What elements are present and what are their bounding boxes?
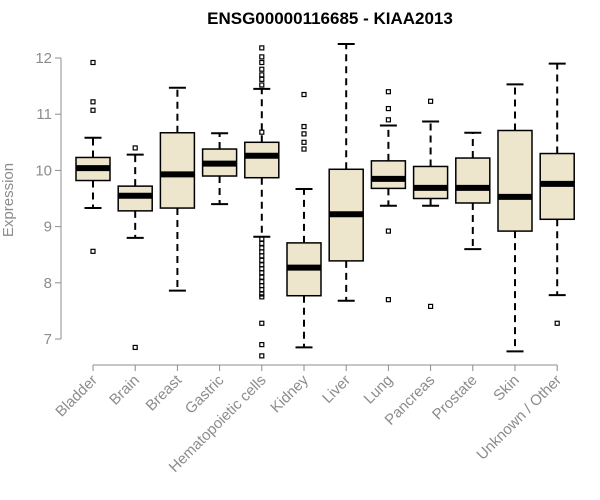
x-tick-label: Lung	[361, 372, 397, 408]
chart-title: ENSG00000116685 - KIAA2013	[207, 9, 453, 28]
box-iqr	[159, 131, 196, 209]
box-pancreas	[412, 98, 449, 310]
outlier-point	[259, 274, 265, 280]
outlier-point	[259, 66, 265, 72]
box-iqr	[370, 160, 407, 190]
outlier-point	[259, 76, 265, 82]
outlier-point	[259, 82, 265, 88]
x-tick-label: Prostate	[429, 372, 481, 424]
y-axis-label: Expression	[0, 163, 17, 237]
outlier-point	[301, 91, 307, 98]
outlier-point	[90, 99, 96, 105]
x-tick-label: Kidney	[267, 371, 312, 416]
outlier-point	[132, 145, 138, 151]
outlier-point	[259, 291, 265, 297]
box-bladder	[75, 59, 111, 254]
box-skin	[497, 83, 533, 353]
x-tick-label: Brain	[106, 372, 143, 409]
outlier-point	[301, 139, 307, 145]
x-tick-label: Bladder	[52, 372, 101, 421]
outlier-point	[301, 131, 307, 137]
box-gastric	[201, 132, 238, 206]
box-iqr	[497, 129, 533, 232]
outlier-point	[132, 344, 138, 351]
outlier-point	[259, 240, 265, 247]
outlier-point	[301, 146, 307, 152]
outlier-point	[259, 353, 265, 359]
y-tick-label: 11	[36, 106, 52, 123]
box-kidney	[286, 91, 322, 349]
outlier-point	[90, 107, 96, 113]
outlier-point	[259, 129, 265, 135]
box-brain	[117, 145, 153, 351]
y-tick-label: 10	[35, 162, 52, 179]
outlier-point	[554, 320, 560, 326]
y-tick-label: 12	[35, 50, 52, 67]
box-iqr	[244, 141, 280, 179]
outlier-point	[259, 320, 265, 326]
outlier-point	[385, 89, 391, 95]
outlier-point	[385, 228, 391, 234]
box-breast	[159, 86, 196, 292]
outlier-point	[259, 342, 265, 348]
outlier-point	[385, 297, 391, 303]
y-tick-label: 8	[44, 275, 52, 292]
outlier-point	[259, 54, 265, 60]
box-prostate	[455, 131, 491, 251]
y-axis: 7 8 9 10 11 12	[35, 50, 62, 348]
y-tick-label: 7	[44, 331, 52, 348]
y-tick-label: 9	[44, 219, 52, 236]
x-tick-label: Breast	[143, 371, 186, 414]
outlier-point	[259, 257, 265, 263]
box-iqr	[412, 165, 449, 200]
outlier-point	[385, 105, 391, 112]
boxes-group	[75, 42, 575, 359]
box-iqr	[455, 157, 491, 204]
x-tick-label: Skin	[490, 372, 523, 405]
box-liver	[328, 42, 364, 302]
outlier-point	[428, 303, 434, 310]
outlier-point	[385, 117, 391, 123]
outlier-point	[259, 72, 265, 78]
outlier-point	[428, 98, 434, 104]
outlier-point	[90, 248, 96, 254]
outlier-point	[301, 123, 307, 130]
x-tick-label: Liver	[319, 372, 354, 407]
outlier-point	[90, 59, 96, 66]
outlier-point	[259, 59, 265, 66]
box-hematopoietic-cells	[244, 45, 280, 359]
box-unknown-other	[539, 62, 575, 326]
outlier-point	[259, 45, 265, 51]
box-lung	[370, 89, 407, 303]
outlier-point	[259, 294, 265, 300]
